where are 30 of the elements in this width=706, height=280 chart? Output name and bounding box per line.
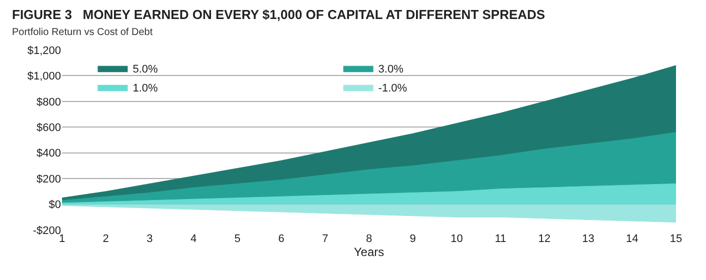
x-tick-label: 4 (190, 233, 197, 245)
legend-label: 1.0% (132, 82, 158, 94)
x-tick-label: 10 (450, 233, 463, 245)
x-tick-label: 13 (582, 233, 594, 245)
y-tick-label: $1,200 (27, 44, 61, 57)
y-tick-label: -$200 (32, 224, 61, 237)
x-tick-label: 7 (322, 233, 328, 245)
x-tick-label: 14 (626, 233, 638, 245)
x-tick-label: 6 (278, 233, 284, 245)
y-tick-label: $200 (36, 173, 61, 186)
chart-subtitle: Portfolio Return vs Cost of Debt (12, 27, 153, 38)
y-tick-label: $0 (48, 199, 61, 212)
x-tick-label: 1 (58, 233, 66, 245)
x-axis-title: Years (354, 245, 384, 259)
legend-label: 5.0% (132, 63, 158, 76)
x-tick-label: 15 (670, 233, 682, 245)
legend-label: -1.0% (378, 82, 408, 94)
x-tick-label: 8 (366, 233, 372, 245)
x-tick-label: 12 (538, 233, 551, 245)
x-tick-label: 5 (234, 233, 240, 245)
y-tick-label: $1,000 (27, 70, 61, 83)
x-tick-label: 3 (146, 233, 153, 245)
legend-label: 3.0% (378, 63, 404, 76)
y-tick-label: $600 (36, 122, 61, 134)
x-tick-label: 2 (102, 233, 109, 245)
x-tick-label: 9 (410, 233, 416, 245)
x-tick-label: 11 (494, 233, 506, 245)
y-tick-label: $400 (36, 148, 61, 160)
chart-title: FIGURE 3 MONEY EARNED ON EVERY $1,000 OF CAPITAL AT DIFFERENT SPREADS (12, 7, 546, 22)
y-tick-label: $800 (36, 96, 61, 108)
